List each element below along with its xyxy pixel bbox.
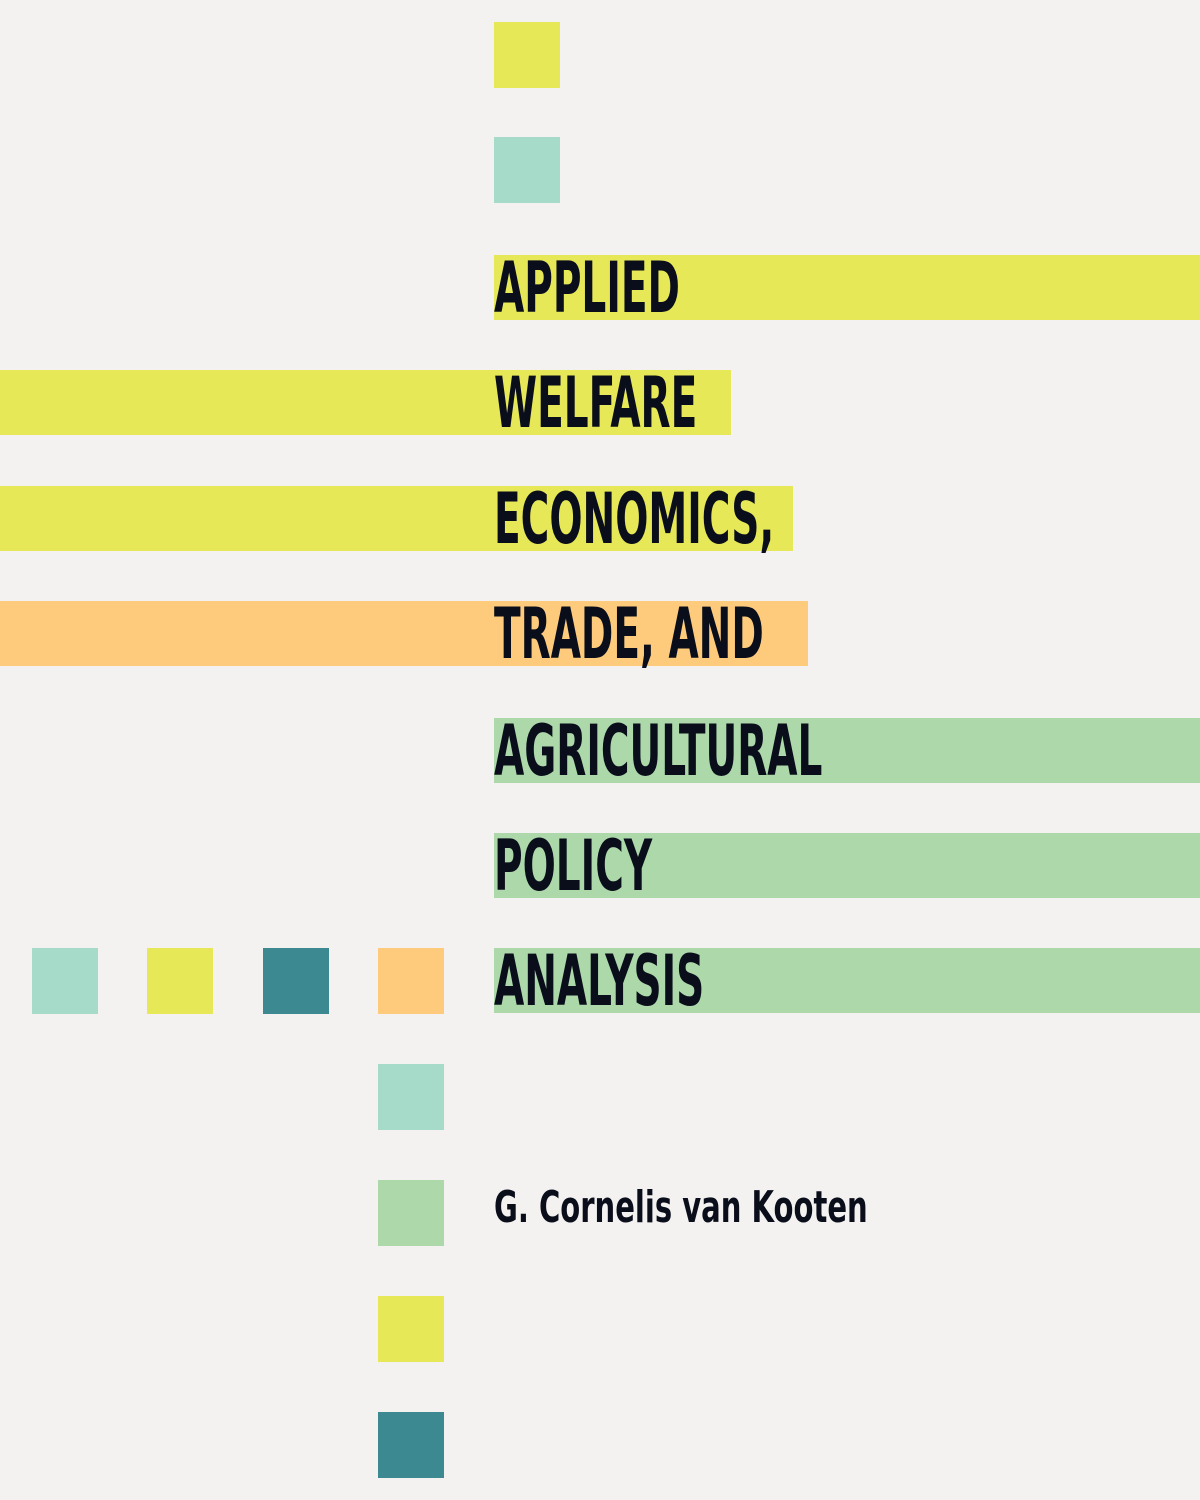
author-name: G. Cornelis van Kooten <box>494 1182 868 1233</box>
bar-agricultural <box>494 718 1200 783</box>
decor-square-teal-row <box>263 948 329 1014</box>
decor-square-mint-col <box>378 1064 444 1130</box>
decor-square-mint-row <box>32 948 98 1014</box>
decor-square-yellow-top <box>494 22 560 88</box>
decor-square-teal-col <box>378 1412 444 1478</box>
title-line-5: AGRICULTURAL <box>494 710 823 792</box>
decor-square-green-col <box>378 1180 444 1246</box>
title-line-2: WELFARE <box>494 362 698 444</box>
title-line-6: POLICY <box>494 825 653 907</box>
decor-square-orange-row <box>378 948 444 1014</box>
title-line-4: TRADE, AND <box>494 593 764 675</box>
decor-square-yellow-col <box>378 1296 444 1362</box>
bar-trade <box>0 601 808 666</box>
title-line-3: ECONOMICS, <box>494 478 775 560</box>
bar-analysis <box>494 948 1200 1013</box>
bar-welfare <box>0 370 731 435</box>
title-line-1: APPLIED <box>494 247 680 329</box>
title-line-7: ANALYSIS <box>494 940 705 1022</box>
bar-applied <box>494 255 1200 320</box>
bar-economics <box>0 486 793 551</box>
bar-policy <box>494 833 1200 898</box>
decor-square-mint-top <box>494 137 560 203</box>
decor-square-yellow-row <box>147 948 213 1014</box>
